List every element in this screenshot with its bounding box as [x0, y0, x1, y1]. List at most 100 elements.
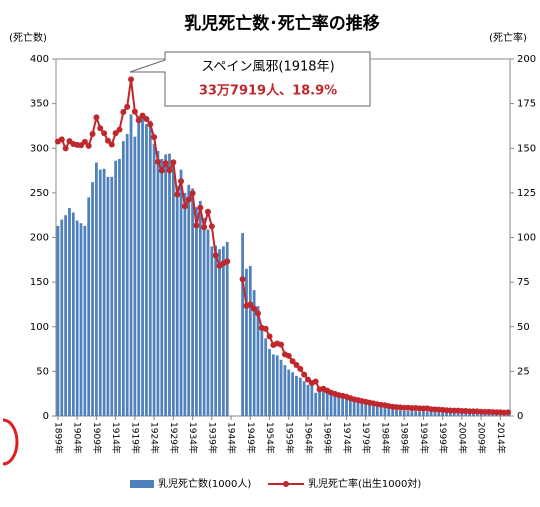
line-marker — [59, 136, 65, 142]
bar — [418, 411, 421, 416]
legend-label: 乳児死亡数(1000人) — [158, 477, 251, 490]
bar — [264, 338, 267, 416]
bar — [257, 306, 260, 416]
bar — [80, 223, 83, 416]
bar — [176, 186, 179, 416]
line-marker — [178, 178, 184, 184]
bar — [291, 372, 294, 416]
annotation-title: スペイン風邪(1918年) — [201, 60, 334, 75]
line-marker — [174, 191, 180, 197]
line-marker — [151, 134, 157, 140]
bar — [107, 177, 110, 416]
bar — [214, 246, 217, 416]
bar — [83, 226, 86, 416]
bar — [330, 394, 333, 416]
bar — [353, 401, 356, 416]
x-tick-label: 1974年 — [341, 422, 353, 454]
bar — [114, 161, 117, 416]
chart-title: 乳児死亡数･死亡率の推移 — [184, 13, 380, 34]
bar — [249, 266, 252, 416]
bar — [380, 408, 383, 416]
y-tick-label: 300 — [30, 143, 49, 154]
line-marker — [124, 104, 130, 110]
line-marker — [163, 160, 169, 166]
y2-tick-label: 100 — [517, 233, 536, 244]
bar — [241, 233, 244, 416]
bar — [160, 159, 163, 416]
bar — [91, 182, 94, 416]
bar — [318, 390, 321, 416]
line-marker — [116, 127, 122, 133]
bar — [303, 381, 306, 416]
bar — [145, 124, 148, 416]
bar — [164, 154, 167, 416]
x-tick-label: 1899年 — [52, 422, 64, 454]
bar — [191, 188, 194, 416]
bar — [322, 390, 325, 416]
bar — [184, 193, 187, 416]
line-marker — [143, 116, 149, 122]
annotation-text: 33万7919人、18.9% — [199, 83, 337, 99]
bar — [276, 355, 279, 416]
x-tick-label: 1979年 — [360, 422, 372, 454]
bar — [395, 410, 398, 416]
line-marker — [224, 258, 230, 264]
y2-tick-label: 75 — [517, 277, 530, 288]
bar — [76, 221, 79, 416]
line-marker — [136, 117, 142, 123]
bar — [399, 410, 402, 416]
line-marker — [278, 342, 284, 348]
line-marker — [297, 366, 303, 372]
bar — [60, 220, 63, 416]
x-tick-label: 2004年 — [456, 422, 468, 454]
bar — [430, 412, 433, 416]
bar — [203, 218, 206, 416]
x-tick-label: 1939年 — [206, 422, 218, 454]
bar — [407, 411, 410, 416]
bar — [437, 412, 440, 416]
line-marker — [313, 379, 319, 385]
line-marker — [286, 353, 292, 359]
bar — [68, 208, 71, 416]
line-marker — [255, 310, 261, 316]
y2-tick-label: 175 — [517, 99, 536, 110]
line-marker — [128, 76, 134, 82]
x-tick-label: 1954年 — [264, 422, 276, 454]
bar — [357, 402, 360, 416]
bar — [157, 151, 160, 416]
bar — [360, 404, 363, 416]
x-tick-label: 1919年 — [129, 422, 141, 454]
x-tick-label: 1959年 — [283, 422, 295, 454]
line-marker — [170, 159, 176, 165]
bar — [168, 154, 171, 416]
line-marker — [182, 203, 188, 209]
line-marker — [186, 196, 192, 202]
bar — [110, 177, 113, 416]
bar — [126, 134, 129, 416]
bar — [426, 411, 429, 416]
line-marker — [101, 130, 107, 136]
chart: 乳児死亡数･死亡率の推移 (死亡数) (死亡率) 050100150200250… — [0, 0, 540, 507]
x-tick-label: 1929年 — [168, 422, 180, 454]
y2-tick-label: 50 — [517, 322, 530, 333]
line-marker — [201, 224, 207, 230]
bar — [133, 137, 136, 416]
bar — [149, 121, 152, 416]
x-tick-label: 1944年 — [226, 422, 238, 454]
bar — [260, 328, 263, 416]
bar — [287, 370, 290, 416]
line-marker — [147, 121, 153, 127]
bar — [72, 213, 75, 416]
bar — [299, 378, 302, 416]
line-marker — [193, 223, 199, 229]
x-tick-label: 1964年 — [303, 422, 315, 454]
bar — [122, 141, 125, 416]
bar — [441, 412, 444, 416]
y-axis-label: (死亡数) — [9, 31, 47, 44]
bar — [226, 242, 229, 416]
line-marker — [132, 109, 138, 115]
bar — [187, 185, 190, 416]
bar — [310, 386, 313, 416]
line-marker — [97, 125, 103, 131]
bar — [87, 197, 90, 416]
